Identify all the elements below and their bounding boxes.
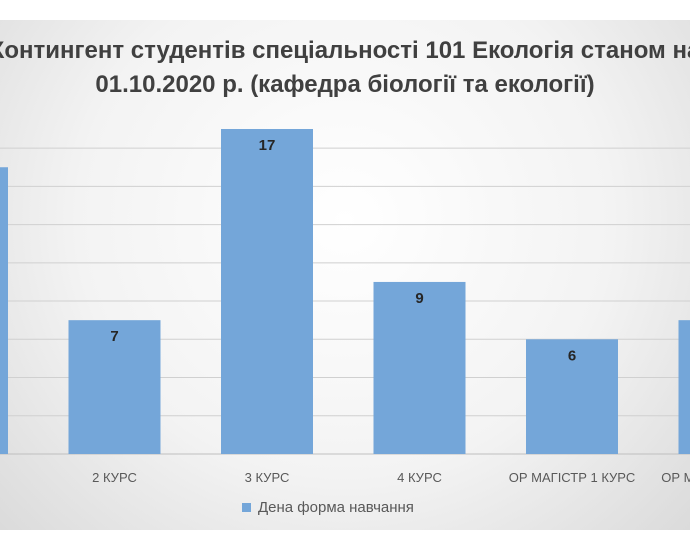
- legend-swatch: [242, 503, 251, 512]
- chart-title-line-2: 01.10.2020 р. (кафедра біології та еколо…: [95, 71, 595, 98]
- data-label-3: 17: [259, 137, 276, 154]
- legend-label: Дена форма навчання: [258, 499, 414, 516]
- data-label-5: 6: [568, 347, 576, 364]
- bar-3: [221, 129, 313, 454]
- slide-top-margin: [0, 0, 690, 20]
- x-tick-label-5: ОР МАГІСТР 1 КУРС: [509, 470, 635, 485]
- x-tick-label-4: 4 КУРС: [397, 470, 442, 485]
- x-tick-label-6: ОР МАГІСТР 2 КУРС: [661, 470, 690, 485]
- bar-4: [373, 281, 466, 454]
- x-tick-label-3: 3 КУРС: [245, 470, 290, 485]
- data-label-2: 7: [110, 328, 118, 345]
- slide-bottom-margin: [0, 530, 690, 550]
- bar-1: [0, 167, 8, 454]
- bar-5: [526, 339, 618, 454]
- x-tick-label-2: 2 КУРС: [92, 470, 137, 485]
- bar-2: [68, 320, 161, 454]
- chart-title-line-1: Контингент студентів спеціальності 101 Е…: [0, 37, 690, 64]
- data-label-4: 9: [415, 290, 423, 307]
- bar-6: [678, 320, 690, 454]
